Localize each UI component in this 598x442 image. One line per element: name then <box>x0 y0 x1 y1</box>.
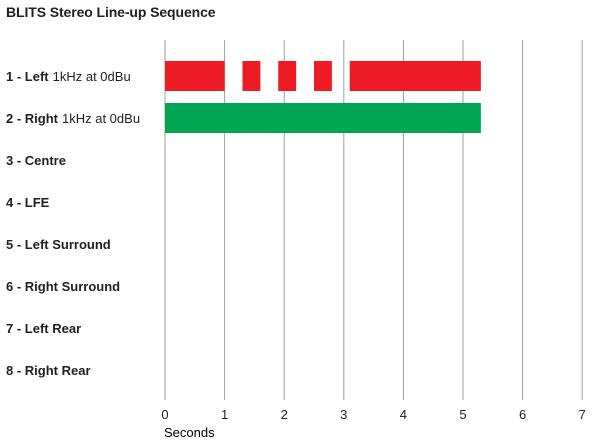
x-tick-label: 5 <box>459 407 466 422</box>
x-tick-label: 4 <box>400 407 407 422</box>
x-tick-label: 6 <box>519 407 526 422</box>
row-note: 1kHz at 0dBu <box>62 111 140 126</box>
bar-segment <box>278 61 297 91</box>
row-name: 4 - LFE <box>6 195 50 210</box>
row-label: 1 - Left 1kHz at 0dBu <box>6 69 131 84</box>
row-label: 5 - Left Surround <box>6 237 111 252</box>
row-name: 3 - Centre <box>6 153 66 168</box>
x-tick-label: 3 <box>340 407 347 422</box>
row-note: 1kHz at 0dBu <box>53 69 131 84</box>
chart-title: BLITS Stereo Line-up Sequence <box>6 4 216 20</box>
row-name: 6 - Right Surround <box>6 279 120 294</box>
row-name: 7 - Left Rear <box>6 321 81 336</box>
bar-segment <box>165 61 225 91</box>
x-tick-label: 2 <box>281 407 288 422</box>
bar-segments <box>165 61 481 133</box>
row-name: 1 - Left <box>6 69 49 84</box>
row-label: 3 - Centre <box>6 153 66 168</box>
x-tick-label: 0 <box>161 407 168 422</box>
row-label: 7 - Left Rear <box>6 321 81 336</box>
bar-segment <box>165 103 481 133</box>
row-name: 2 - Right <box>6 111 59 126</box>
x-tick-label: 7 <box>579 407 586 422</box>
bar-segment <box>314 61 332 91</box>
grid-lines <box>164 40 583 400</box>
row-label: 2 - Right 1kHz at 0dBu <box>6 111 140 126</box>
row-label: 8 - Right Rear <box>6 363 91 378</box>
row-label: 4 - LFE <box>6 195 50 210</box>
row-name: 5 - Left Surround <box>6 237 111 252</box>
x-tick-label: 1 <box>221 407 228 422</box>
x-axis-label: Seconds <box>164 425 215 440</box>
bar-segment <box>242 61 261 91</box>
x-tick-labels: 0 1 2 3 4 5 6 7 <box>161 407 585 422</box>
row-name: 8 - Right Rear <box>6 363 91 378</box>
row-label: 6 - Right Surround <box>6 279 120 294</box>
bar-segment <box>349 61 481 91</box>
